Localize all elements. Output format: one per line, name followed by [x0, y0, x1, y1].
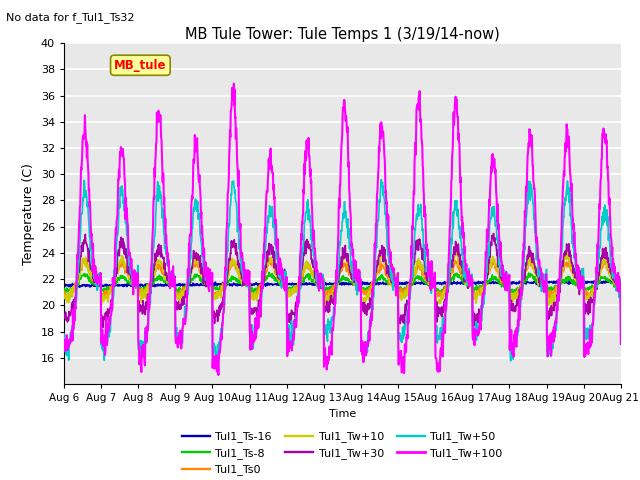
Y-axis label: Temperature (C): Temperature (C) — [22, 163, 35, 264]
Text: No data for f_Tul1_Ts32: No data for f_Tul1_Ts32 — [6, 12, 135, 23]
Text: MB_tule: MB_tule — [114, 59, 166, 72]
Title: MB Tule Tower: Tule Temps 1 (3/19/14-now): MB Tule Tower: Tule Temps 1 (3/19/14-now… — [185, 27, 500, 42]
X-axis label: Time: Time — [329, 408, 356, 419]
Legend: Tul1_Ts-16, Tul1_Ts-8, Tul1_Ts0, Tul1_Tw+10, Tul1_Tw+30, Tul1_Tw+50, Tul1_Tw+100: Tul1_Ts-16, Tul1_Ts-8, Tul1_Ts0, Tul1_Tw… — [178, 427, 507, 480]
